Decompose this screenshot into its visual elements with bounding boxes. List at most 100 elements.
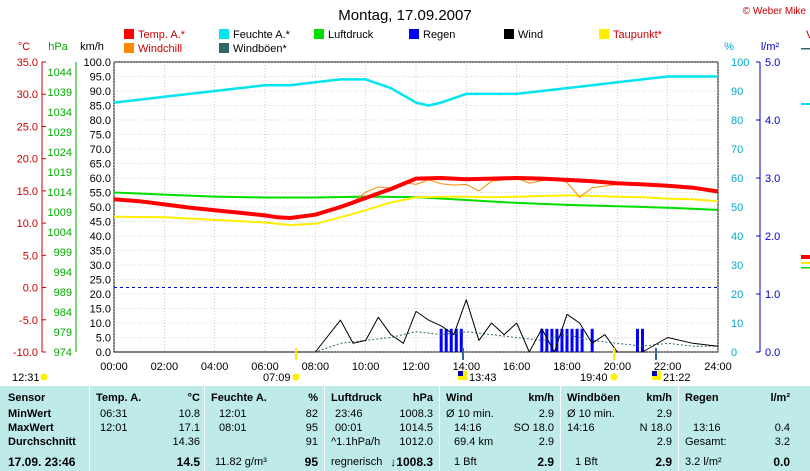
moonrise-time: 13:43 [469, 372, 497, 384]
wind-tick-label: 15.0 [90, 304, 111, 316]
hum-tick-label: 50 [731, 202, 743, 214]
edge-line-yellow [801, 262, 810, 264]
rain-bar [439, 328, 443, 352]
rain-bar [560, 328, 564, 352]
wind-tick-label: 30.0 [90, 260, 111, 272]
press-tick-label: 1014 [48, 187, 72, 199]
rain-bar [580, 328, 584, 352]
axis-ticks: 35.0 30.0 25.0 20.0 15.0 10.0 5.0 0.0 -5.0 -10.0 1… [13, 57, 780, 373]
rain-tick-label: 0.0 [765, 347, 780, 359]
legend-swatch [124, 29, 134, 39]
col-humidity: Feuchte A. % 12:01 82 08:01 95 91 11.82 … [204, 386, 324, 471]
plot-area [113, 75, 719, 353]
wind-tick-label: 55.0 [90, 188, 111, 200]
wind-tick-label: 60.0 [90, 173, 111, 185]
wind-axis-unit: km/h [80, 41, 104, 53]
wind-tick-label: 80.0 [90, 115, 111, 127]
legend-swatch [504, 29, 514, 39]
legend-label: Windchill [138, 43, 182, 55]
wind-tick-label: 0.0 [96, 347, 111, 359]
hdr-sensor: Sensor [8, 392, 46, 404]
edge-line-cyan [801, 103, 810, 105]
rain-tick-label: 2.0 [765, 231, 780, 243]
stats-table: Sensor MinWert MaxWert Durchschnitt 17.0… [0, 386, 810, 471]
wind-tick-label: 20.0 [90, 289, 111, 301]
hum-tick-label: 30 [731, 260, 743, 272]
rain-bar [449, 328, 453, 352]
press-tick-label: 1044 [48, 67, 72, 79]
wind-tick-label: 35.0 [90, 246, 111, 258]
wind-tick-label: 25.0 [90, 275, 111, 287]
edge-line-red [801, 255, 810, 259]
chart-title: Montag, 17.09.2007 [338, 7, 471, 24]
x-tick-label: 12:00 [402, 361, 430, 373]
press-tick-label: 1004 [48, 227, 72, 239]
edge-marker-v: V [806, 29, 810, 41]
hum-tick-label: 90 [731, 86, 743, 98]
press-tick-label: 999 [54, 247, 72, 259]
legend-label: Regen [423, 29, 455, 41]
legend-label: Taupunkt* [613, 29, 663, 41]
sunrise-marker [295, 348, 297, 360]
wind-tick-label: 75.0 [90, 130, 111, 142]
x-tick-label: 16:00 [503, 361, 531, 373]
x-tick-label: 22:00 [654, 361, 682, 373]
sunset-time: 19:40 [580, 372, 608, 384]
rain-bar [565, 328, 569, 352]
temp-tick-label: 25.0 [17, 121, 38, 133]
press-tick-label: 984 [54, 307, 72, 319]
press-tick-label: 1009 [48, 207, 72, 219]
rain-bar [641, 328, 644, 352]
temp-tick-label: 0.0 [23, 283, 38, 295]
edge-line-gray [801, 48, 810, 50]
hum-tick-label: 60 [731, 173, 743, 185]
rain-tick-label: 4.0 [765, 115, 780, 127]
hum-axis-unit: % [724, 41, 734, 53]
series-line [113, 194, 719, 226]
rain-bar [590, 328, 594, 352]
wind-tick-label: 65.0 [90, 159, 111, 171]
humidity-current: 95 [304, 455, 318, 469]
edge-line-green [801, 267, 810, 269]
hum-tick-label: 80 [731, 115, 743, 127]
rain-tick-label: 3.0 [765, 173, 780, 185]
x-tick-label: 02:00 [151, 361, 179, 373]
lbl-max: MaxWert [8, 422, 54, 434]
rain-bar [444, 328, 448, 352]
temp-tick-label: 10.0 [17, 218, 38, 230]
wind-tick-label: 85.0 [90, 101, 111, 113]
pressure-trend-arrow: ↓ [390, 455, 397, 469]
rain-bar [555, 328, 559, 352]
moonrise-marker [462, 348, 464, 360]
press-tick-label: 979 [54, 327, 72, 339]
wind-tick-label: 100.0 [83, 57, 111, 69]
rain-bar [540, 328, 544, 352]
rain-bar [570, 328, 574, 352]
temp-current: 14.5 [176, 455, 200, 469]
press-tick-label: 1034 [48, 107, 72, 119]
temp-tick-label: -5.0 [19, 315, 38, 327]
hdr-temp: Temp. A. [96, 392, 142, 404]
legend-label: Windböen* [233, 43, 288, 55]
temp-tick-label: 35.0 [17, 57, 38, 69]
hum-tick-label: 20 [731, 289, 743, 301]
lbl-current: 17.09. 23:46 [8, 455, 76, 469]
temp-tick-label: 20.0 [17, 154, 38, 166]
wind-tick-label: 45.0 [90, 217, 111, 229]
rain-current: 0.0 [773, 455, 790, 469]
rain-bar [575, 328, 579, 352]
press-tick-label: 989 [54, 287, 72, 299]
legend-swatch [219, 29, 229, 39]
wind-tick-label: 70.0 [90, 144, 111, 156]
x-tick-label: 14:00 [453, 361, 481, 373]
legend-swatch [409, 29, 419, 39]
lbl-avg: Durchschnitt [8, 436, 76, 448]
temp-tick-label: 5.0 [23, 250, 38, 262]
x-tick-label: 18:00 [553, 361, 581, 373]
col-wind: Wind km/h Ø 10 min. 2.9 14:16 SO 18.0 69… [439, 386, 560, 471]
rain-tick-label: 1.0 [765, 289, 780, 301]
x-tick-label: 00:00 [100, 361, 128, 373]
x-tick-label: 06:00 [251, 361, 279, 373]
legend-label: Luftdruck [328, 29, 374, 41]
wind-tick-label: 10.0 [90, 318, 111, 330]
